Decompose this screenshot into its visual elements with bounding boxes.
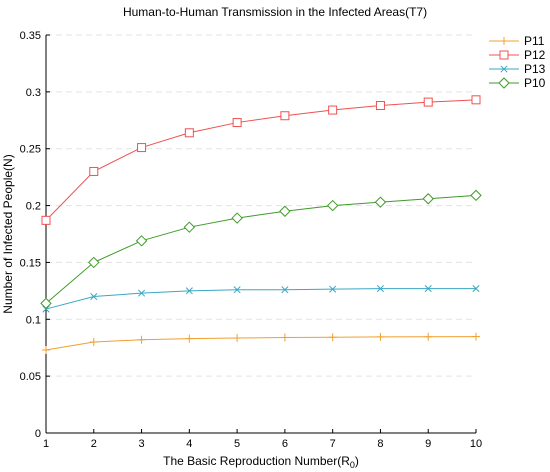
legend-item-p11: P11 xyxy=(489,34,545,48)
point-p10-3 xyxy=(135,235,148,247)
point-p12-3 xyxy=(137,143,147,153)
series-line-p10 xyxy=(45,194,477,304)
y-tick-label-3: 0.15 xyxy=(20,257,41,269)
point-p10-8 xyxy=(374,196,387,208)
point-p10-1 xyxy=(40,297,52,310)
legend-item-p13: P13 xyxy=(489,62,546,76)
y-tick-label-0: 0 xyxy=(35,428,41,440)
legend-marker-p11 xyxy=(500,37,508,45)
series-line-p13 xyxy=(45,288,476,310)
point-p10-10 xyxy=(470,189,482,202)
point-p13-10 xyxy=(472,285,480,293)
point-p10-4 xyxy=(183,221,196,233)
point-p13-6 xyxy=(281,286,289,294)
point-p13-8 xyxy=(376,285,384,293)
series-p10 xyxy=(40,189,482,310)
legend-label-p11: P11 xyxy=(524,34,545,48)
point-p10-5 xyxy=(231,212,243,224)
series-line-p12 xyxy=(45,99,477,221)
point-p10-9 xyxy=(422,193,434,205)
point-p12-4 xyxy=(184,128,194,138)
axes: 0 0.05 0.1 0.15 0.2 0.25 0.3 0.35 1 2 3 4 5 6 7 8 9 10 xyxy=(20,30,483,450)
x-tick-label-4: 5 xyxy=(234,438,240,450)
point-p11-5 xyxy=(233,334,242,343)
x-tick-label-9: 10 xyxy=(470,438,482,450)
point-p11-1 xyxy=(42,345,50,354)
point-p13-3 xyxy=(138,289,146,297)
point-p13-7 xyxy=(329,285,337,293)
point-p12-5 xyxy=(232,118,242,128)
series-group xyxy=(40,95,482,354)
point-p11-9 xyxy=(424,332,433,341)
x-axis-title-main: The Basic Reproduction Number(R xyxy=(163,454,350,468)
series-p11 xyxy=(42,332,480,354)
y-tick-label-4: 0.2 xyxy=(26,201,41,213)
legend-label-p10: P10 xyxy=(524,76,546,90)
point-p13-9 xyxy=(424,285,432,293)
point-p12-10 xyxy=(471,95,481,105)
x-tick-label-0: 1 xyxy=(43,438,49,450)
point-p12-7 xyxy=(328,105,338,115)
series-line-p11 xyxy=(45,336,477,351)
y-tick-label-7: 0.35 xyxy=(20,30,41,42)
x-axis-title-subscript: 0 xyxy=(350,460,355,470)
y-tick-label-2: 0.1 xyxy=(26,314,41,326)
point-p11-7 xyxy=(328,333,337,342)
point-p12-8 xyxy=(375,101,385,111)
point-p10-2 xyxy=(88,256,100,269)
y-tick-label-6: 0.3 xyxy=(26,87,41,99)
legend-marker-p13 xyxy=(500,65,508,73)
point-p12-6 xyxy=(280,111,290,121)
point-p11-2 xyxy=(89,338,98,347)
x-tick-label-7: 8 xyxy=(377,438,383,450)
y-tick-label-5: 0.25 xyxy=(20,144,41,156)
chart-title: Human-to-Human Transmission in the Infec… xyxy=(123,5,427,19)
point-p11-10 xyxy=(472,332,480,341)
legend-marker-p12 xyxy=(499,50,509,60)
y-tick-label-1: 0.05 xyxy=(20,371,41,383)
point-p13-2 xyxy=(90,292,98,301)
x-tick-label-1: 2 xyxy=(91,438,97,450)
point-p13-4 xyxy=(185,287,193,295)
x-tick-label-6: 7 xyxy=(330,438,336,450)
series-p13 xyxy=(42,285,480,313)
x-axis-title-suffix: ) xyxy=(355,454,359,468)
point-p11-8 xyxy=(376,332,385,341)
point-p12-9 xyxy=(423,97,433,107)
x-tick-label-2: 3 xyxy=(138,438,144,450)
legend-label-p12: P12 xyxy=(524,48,546,62)
y-axis-title: Number of Infected People(N) xyxy=(1,154,15,313)
x-tick-label-5: 6 xyxy=(282,438,288,450)
point-p11-4 xyxy=(185,334,194,343)
point-p10-7 xyxy=(326,199,339,212)
point-p10-6 xyxy=(279,205,291,217)
series-p12 xyxy=(41,95,481,225)
grid-lines xyxy=(46,34,476,377)
point-p11-3 xyxy=(137,335,146,344)
legend-item-p10: P10 xyxy=(489,76,546,90)
x-tick-label-8: 9 xyxy=(425,438,431,450)
x-tick-label-3: 4 xyxy=(186,438,192,450)
legend-label-p13: P13 xyxy=(524,62,546,76)
point-p11-6 xyxy=(280,333,289,342)
point-p12-1 xyxy=(41,215,51,225)
point-p13-5 xyxy=(233,286,241,294)
point-p12-2 xyxy=(89,166,99,176)
legend-marker-p10 xyxy=(498,77,510,89)
x-axis-title: The Basic Reproduction Number(R0) xyxy=(163,454,359,470)
legend-item-p12: P12 xyxy=(489,48,546,62)
